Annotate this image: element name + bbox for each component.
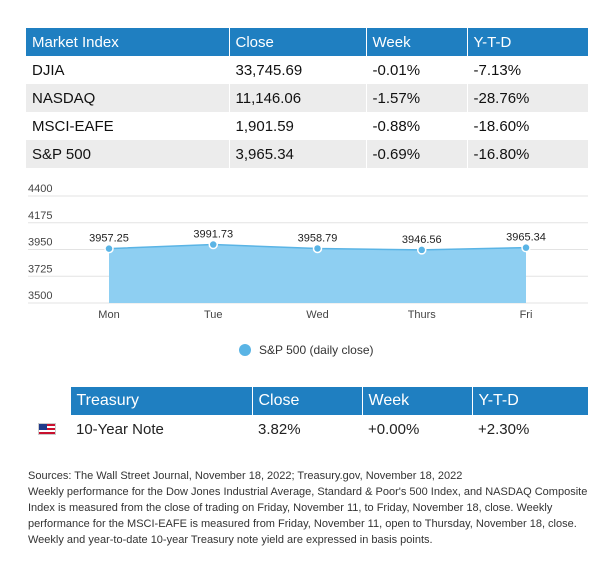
x-tick-label: Tue	[204, 309, 223, 321]
index-close: 1,901.59	[228, 112, 366, 140]
table-row: 10-Year Note 3.82% +0.00% +2.30%	[26, 415, 588, 443]
data-point	[417, 245, 427, 255]
y-tick-label: 4400	[28, 183, 52, 195]
header-ytd: Y-T-D	[466, 28, 588, 56]
treasury-name: 10-Year Note	[76, 420, 164, 438]
index-name: DJIA	[26, 56, 229, 84]
footnotes: Sources: The Wall Street Journal, Novemb…	[28, 468, 598, 548]
y-tick-label: 3500	[28, 290, 52, 302]
header-close: Close	[251, 387, 362, 415]
market-table-header-row: Market Index Close Week Y-T-D	[26, 28, 588, 56]
data-label: 3991.73	[193, 229, 233, 241]
index-name: MSCI-EAFE	[26, 112, 229, 140]
index-close: 11,146.06	[228, 84, 366, 112]
table-row: S&P 500 3,965.34 -0.69% -16.80%	[26, 140, 588, 168]
treasury-ytd: +2.30%	[478, 420, 530, 438]
methodology-note: Weekly performance for the Dow Jones Ind…	[28, 486, 588, 546]
index-week: -0.01%	[365, 56, 467, 84]
sources-note: Sources: The Wall Street Journal, Novemb…	[28, 470, 463, 482]
legend-label: S&P 500 (daily close)	[259, 343, 374, 357]
us-flag-icon	[38, 423, 56, 435]
legend-marker	[239, 344, 251, 356]
treasury-week: +0.00%	[368, 420, 420, 438]
flag-column-header	[26, 387, 70, 415]
x-tick-label: Mon	[98, 309, 119, 321]
index-name: NASDAQ	[26, 84, 229, 112]
data-point	[312, 243, 323, 254]
data-point	[521, 242, 531, 253]
data-point	[104, 243, 114, 254]
header-ytd: Y-T-D	[471, 387, 588, 415]
header-treasury: Treasury	[69, 387, 252, 415]
index-ytd: -7.13%	[466, 56, 588, 84]
x-tick-label: Wed	[306, 309, 328, 321]
treasury-header-row: Treasury Close Week Y-T-D	[26, 387, 588, 415]
index-week: -1.57%	[365, 84, 467, 112]
index-close: 3,965.34	[228, 140, 366, 168]
y-tick-label: 3950	[28, 237, 52, 249]
table-row: MSCI-EAFE 1,901.59 -0.88% -18.60%	[26, 112, 588, 140]
index-week: -0.69%	[365, 140, 467, 168]
sp500-weekly-chart: 4400 4175 3950 3725 3500 3957.25 Mon 3991.73 Tue…	[28, 183, 588, 357]
x-tick-label: Fri	[520, 309, 533, 321]
data-label: 3957.25	[89, 233, 129, 245]
index-name: S&P 500	[26, 140, 229, 168]
sp500-area	[109, 244, 526, 303]
x-tick-label: Thurs	[408, 309, 437, 321]
y-tick-label: 4175	[28, 210, 52, 222]
treasury-table: Treasury Close Week Y-T-D 10-Year Note 3…	[26, 387, 588, 443]
index-ytd: -16.80%	[466, 140, 588, 168]
flag-cell	[26, 415, 70, 443]
market-index-table: Market Index Close Week Y-T-D DJIA 33,74…	[26, 28, 588, 168]
table-row: NASDAQ 11,146.06 -1.57% -28.76%	[26, 84, 588, 112]
header-close: Close	[228, 28, 366, 56]
data-label: 3958.79	[298, 232, 338, 244]
treasury-close: 3.82%	[258, 420, 301, 438]
header-week: Week	[361, 387, 472, 415]
index-close: 33,745.69	[228, 56, 366, 84]
header-market-index: Market Index	[26, 28, 229, 56]
data-point	[208, 239, 218, 250]
index-week: -0.88%	[365, 112, 467, 140]
header-week: Week	[365, 28, 467, 56]
table-row: DJIA 33,745.69 -0.01% -7.13%	[26, 56, 588, 84]
index-ytd: -18.60%	[466, 112, 588, 140]
index-ytd: -28.76%	[466, 84, 588, 112]
data-label: 3946.56	[402, 234, 442, 246]
y-tick-label: 3725	[28, 263, 52, 275]
data-label: 3965.34	[506, 232, 546, 244]
